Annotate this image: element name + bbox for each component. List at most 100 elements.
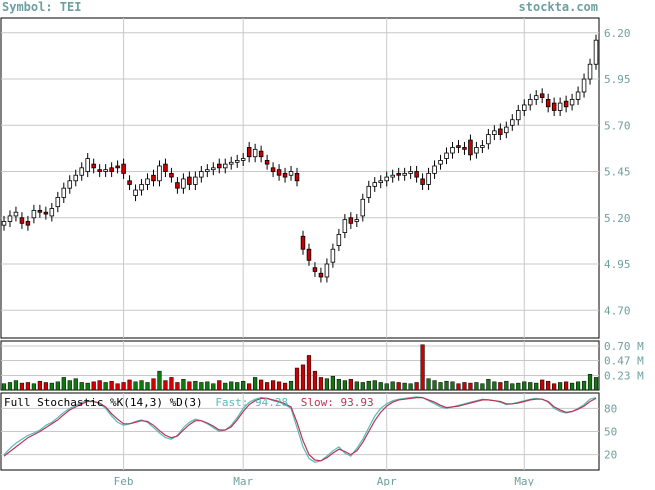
x-tick-label: May — [514, 475, 534, 486]
candle-body — [109, 167, 114, 172]
candle-body — [252, 148, 258, 158]
volume-bar — [402, 382, 407, 391]
candle-body — [569, 98, 575, 106]
volume-bar — [61, 377, 66, 391]
candle-body — [426, 172, 431, 185]
volume-bar — [564, 381, 569, 391]
price-tick-label: 5.70 — [604, 119, 631, 132]
candle-body — [258, 150, 264, 158]
candle-body — [264, 160, 270, 165]
volume-bar — [569, 382, 575, 391]
candle-body — [217, 163, 222, 169]
volume-bar — [169, 377, 174, 391]
volume-bar — [181, 379, 186, 391]
candle-body — [103, 169, 108, 172]
candle-body — [73, 174, 79, 182]
volume-bar — [115, 383, 120, 391]
candle-body — [127, 180, 132, 185]
candle-body — [79, 167, 84, 176]
candle-body — [462, 147, 467, 150]
volume-bar — [259, 379, 264, 391]
candle-body — [468, 139, 473, 156]
volume-bar — [294, 367, 300, 391]
volume-bar — [336, 379, 341, 391]
candle-body — [1, 221, 7, 226]
site-label: stockta.com — [518, 0, 598, 14]
volume-bar — [587, 374, 593, 391]
candle-body — [31, 209, 37, 219]
candle-body — [486, 134, 491, 145]
candle-body — [37, 209, 43, 213]
volume-bar — [420, 344, 425, 391]
candle-body — [587, 63, 593, 80]
volume-bar — [462, 382, 467, 391]
candle-body — [199, 171, 204, 178]
volume-bar — [7, 382, 13, 391]
candle-body — [282, 172, 288, 178]
candle-body — [551, 102, 557, 111]
volume-bar — [354, 381, 359, 391]
candle-body — [539, 93, 545, 98]
volume-bar — [43, 382, 48, 391]
volume-bar — [474, 382, 479, 391]
candle-body — [205, 169, 210, 172]
volume-bar — [528, 382, 533, 391]
candle-body — [527, 98, 533, 106]
candle-body — [510, 119, 515, 126]
volume-bar — [247, 383, 252, 391]
volume-bar — [498, 382, 503, 391]
price-tick-label: 4.70 — [604, 304, 631, 317]
candle-body — [354, 219, 360, 222]
stochastic-tick-label: 20 — [604, 449, 617, 462]
volume-bar — [390, 381, 395, 391]
volume-bar — [558, 382, 563, 391]
volume-bar — [492, 381, 497, 391]
candle-body — [193, 176, 198, 185]
candle-body — [492, 130, 497, 135]
x-tick-label: Mar — [233, 475, 253, 486]
volume-bar — [480, 383, 485, 391]
volume-bar — [540, 379, 545, 391]
candle-body — [360, 198, 366, 217]
x-tick-label: Feb — [114, 475, 134, 486]
slow-value: Slow: 93.93 — [300, 396, 374, 409]
volume-bar — [546, 380, 551, 391]
volume-bar — [318, 377, 324, 391]
candle-body — [234, 160, 240, 163]
volume-bar — [55, 381, 60, 391]
candle-body — [19, 217, 25, 224]
volume-bar — [396, 382, 401, 391]
price-tick-label: 5.45 — [604, 166, 631, 179]
candle-body — [575, 91, 581, 100]
volume-bar — [282, 382, 288, 391]
candle-body — [324, 263, 330, 278]
volume-bar — [372, 380, 377, 391]
candle-body — [593, 39, 599, 65]
price-tick-label: 4.95 — [604, 258, 631, 271]
candle-body — [384, 176, 389, 182]
price-tick-label: 5.20 — [604, 212, 631, 225]
candle-body — [432, 165, 437, 174]
price-tick-label: 5.95 — [604, 73, 631, 86]
candle-body — [270, 167, 276, 172]
price-tick-label: 6.20 — [604, 27, 631, 40]
volume-bar — [378, 382, 383, 391]
candle-body — [348, 217, 354, 224]
candle-body — [330, 248, 336, 263]
volume-bar — [516, 382, 521, 391]
volume-bar — [157, 370, 162, 391]
volume-bar — [241, 380, 246, 391]
volume-bar — [575, 381, 581, 391]
volume-bar — [288, 380, 294, 391]
candle-body — [181, 178, 186, 189]
stochastic-title: Full Stochastic %K(14,3) %D(3) — [4, 396, 203, 409]
volume-bar — [145, 382, 150, 391]
volume-bar — [229, 381, 234, 391]
candle-body — [366, 185, 372, 198]
candle-body — [545, 98, 551, 108]
volume-bar — [163, 380, 168, 391]
candle-body — [396, 172, 401, 176]
volume-bar — [438, 382, 443, 391]
candle-body — [408, 171, 413, 174]
candle-body — [222, 163, 228, 169]
